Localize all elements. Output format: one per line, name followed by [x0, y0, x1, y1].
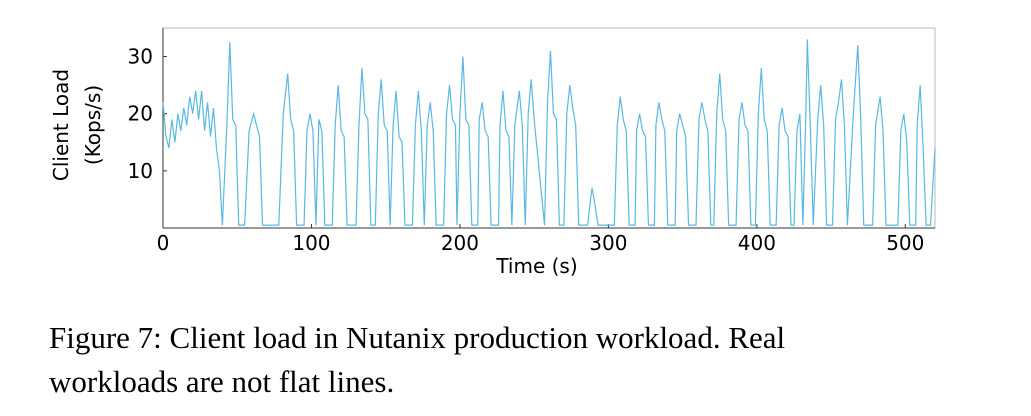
y-tick-label: 10 — [128, 159, 153, 183]
x-tick-label: 200 — [441, 231, 479, 255]
x-tick-label: 400 — [738, 231, 776, 255]
y-axis-label: Client Load — [49, 69, 73, 181]
y-tick-label: 30 — [128, 45, 153, 69]
x-tick-label: 0 — [157, 231, 170, 255]
y-axis-label: (Kops/s) — [81, 85, 105, 165]
plot-frame — [162, 27, 936, 229]
x-tick-label: 100 — [292, 231, 330, 255]
y-tick-label: 20 — [128, 102, 153, 126]
x-tick-label: 500 — [886, 231, 924, 255]
x-tick-label: 300 — [589, 231, 627, 255]
caption: Figure 7: Client load in Nutanix product… — [49, 320, 785, 355]
caption: workloads are not flat lines. — [49, 364, 394, 399]
load-line — [162, 39, 936, 226]
x-axis-label: Time (s) — [495, 254, 577, 278]
